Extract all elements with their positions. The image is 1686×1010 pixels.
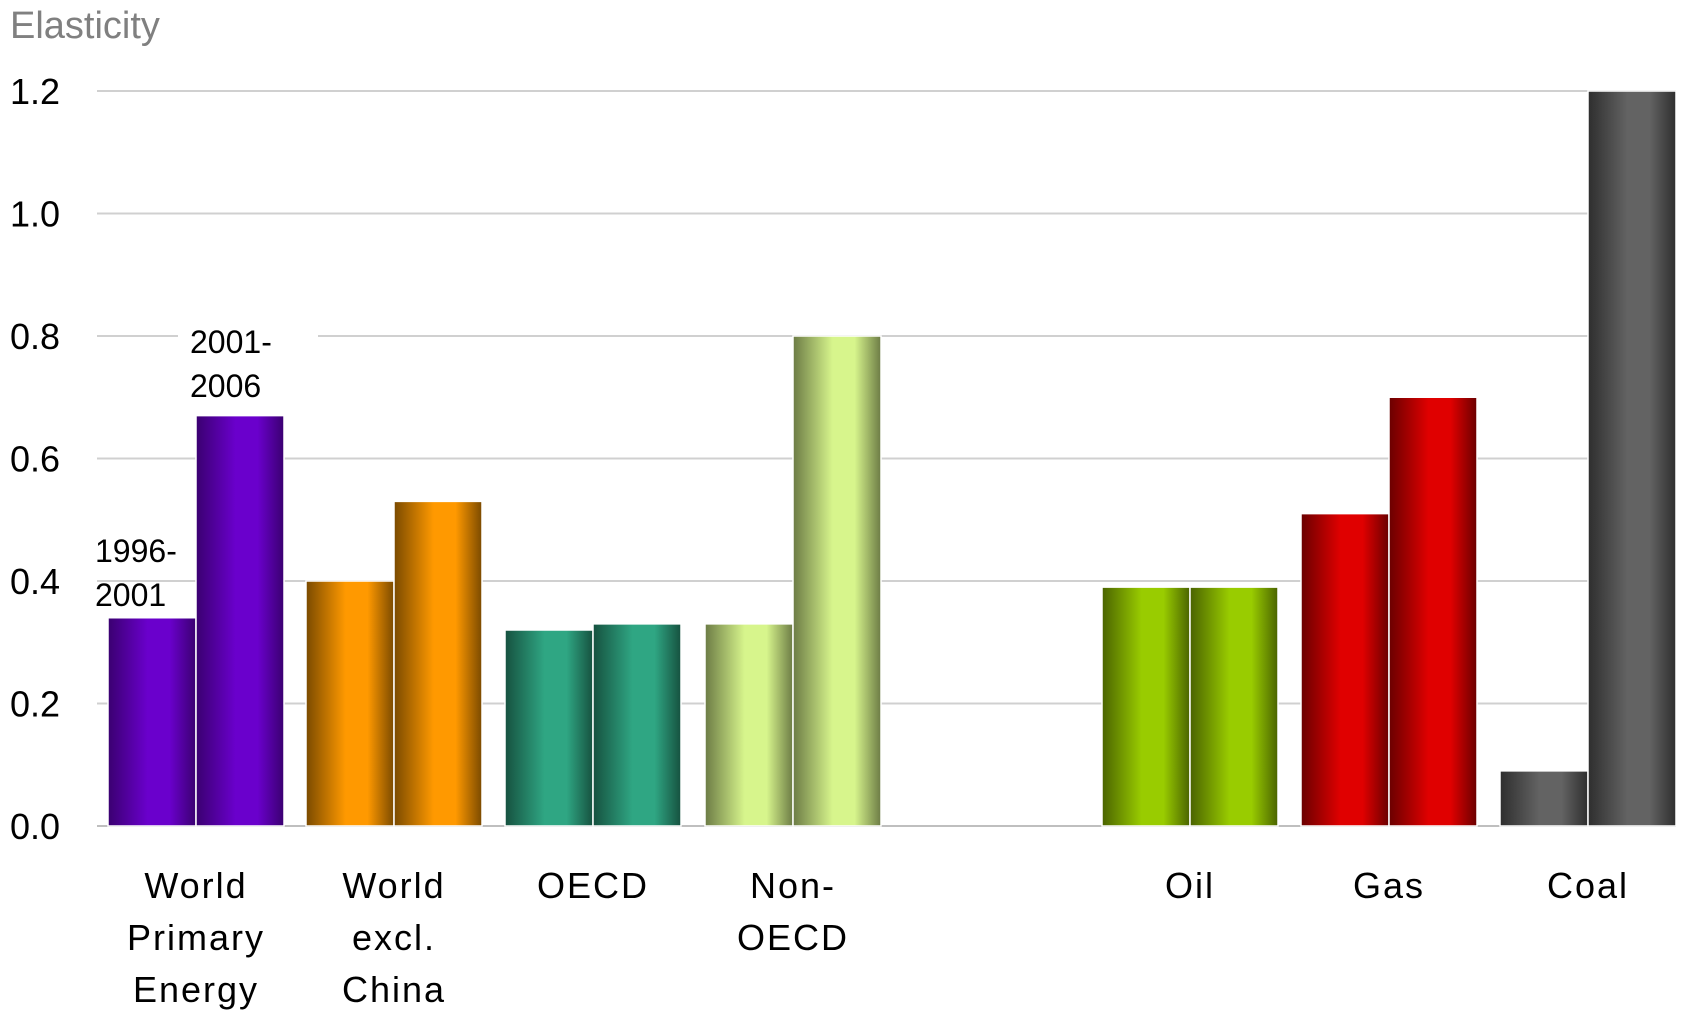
y-tick-label: 0.4 <box>10 561 60 602</box>
bar-oil-series-2 <box>1189 586 1279 827</box>
y-axis-title: Elasticity <box>10 5 160 47</box>
category-label: Gas <box>1353 865 1425 906</box>
y-tick-label: 0.0 <box>10 806 60 847</box>
category-label: OECD <box>537 865 649 906</box>
bar-non-oecd-series-1 <box>704 623 794 827</box>
period-labels: 1996-2001 2001-2006 <box>95 318 318 613</box>
bar-world-primary-energy-series-1 <box>107 617 197 827</box>
y-tick-label: 0.6 <box>10 439 60 480</box>
bars <box>107 90 1677 827</box>
y-tick-label: 0.2 <box>10 684 60 725</box>
bar-gas-series-1 <box>1300 512 1390 827</box>
category-labels: World Primary Energy World excl. China OECD Non… <box>127 865 1629 1010</box>
bar-gas-series-2 <box>1388 396 1478 827</box>
y-tick-label: 1.0 <box>10 194 60 235</box>
bar-oecd-series-2 <box>592 623 682 827</box>
category-label: World excl. China <box>342 865 446 1010</box>
bar-world-excl-china-series-2 <box>393 500 483 827</box>
period-label-series-1: 1996-2001 <box>95 533 177 613</box>
bar-non-oecd-series-2 <box>792 335 882 827</box>
category-label: World Primary Energy <box>127 865 265 1010</box>
bar-world-primary-energy-series-2 <box>195 414 285 827</box>
bar-coal-series-2 <box>1587 90 1677 827</box>
category-label: Non-OECD <box>737 865 849 958</box>
y-tick-labels: 0.0 0.2 0.4 0.6 0.8 1.0 1.2 <box>10 71 60 847</box>
period-label-series-2: 2001-2006 <box>190 324 272 404</box>
bar-world-excl-china-series-1 <box>305 580 395 827</box>
category-label: Oil <box>1165 865 1215 906</box>
y-tick-label: 1.2 <box>10 71 60 112</box>
bar-coal-series-1 <box>1499 770 1589 827</box>
category-label: Coal <box>1547 865 1629 906</box>
y-tick-label: 0.8 <box>10 316 60 357</box>
bar-oecd-series-1 <box>504 629 594 827</box>
bar-oil-series-1 <box>1101 586 1191 827</box>
